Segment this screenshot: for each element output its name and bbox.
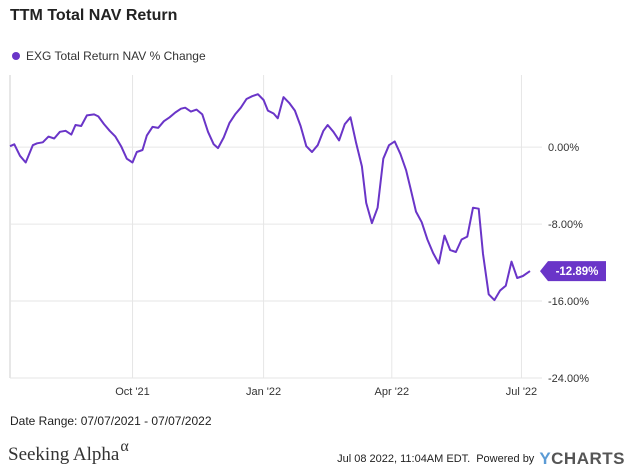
seeking-alpha-logo: Seeking Alphaα — [8, 438, 129, 466]
series-line — [9, 93, 531, 302]
x-tick-label: Oct '21 — [115, 386, 150, 398]
y-tick-label: -8.00% — [548, 219, 583, 231]
powered-by-label: Powered by — [476, 453, 535, 465]
last-value-tag — [540, 261, 606, 282]
x-tick-label: Jul '22 — [506, 386, 537, 398]
ycharts-logo-y: Y — [539, 449, 552, 468]
line-chart: 0.00% -8.00% -16.00% -24.00% Oct '21 Jan '22 A… — [9, 75, 606, 398]
y-tick-label: -16.00% — [548, 296, 589, 308]
legend: EXG Total Return NAV % Change — [12, 49, 206, 63]
ycharts-logo: YCHARTS — [539, 449, 625, 469]
timestamp: Jul 08 2022, 11:04AM EDT. — [337, 453, 471, 465]
y-tick-label: -24.00% — [548, 373, 589, 385]
chart-title: TTM Total NAV Return — [10, 7, 178, 24]
y-tick-label: 0.00% — [548, 142, 579, 154]
date-range: Date Range: 07/07/2021 - 07/07/2022 — [10, 414, 212, 428]
brand-name: Seeking Alpha — [8, 444, 120, 465]
footer-attribution: Jul 08 2022, 11:04AM EDT. Powered by YCH… — [337, 449, 625, 469]
legend-label: EXG Total Return NAV % Change — [26, 49, 206, 63]
ycharts-logo-text: CHARTS — [551, 449, 625, 468]
x-tick-label: Jan '22 — [246, 386, 281, 398]
alpha-symbol: α — [120, 438, 129, 455]
x-tick-label: Apr '22 — [375, 386, 410, 398]
last-value-label: -12.89% — [556, 266, 599, 278]
legend-marker — [12, 52, 20, 60]
